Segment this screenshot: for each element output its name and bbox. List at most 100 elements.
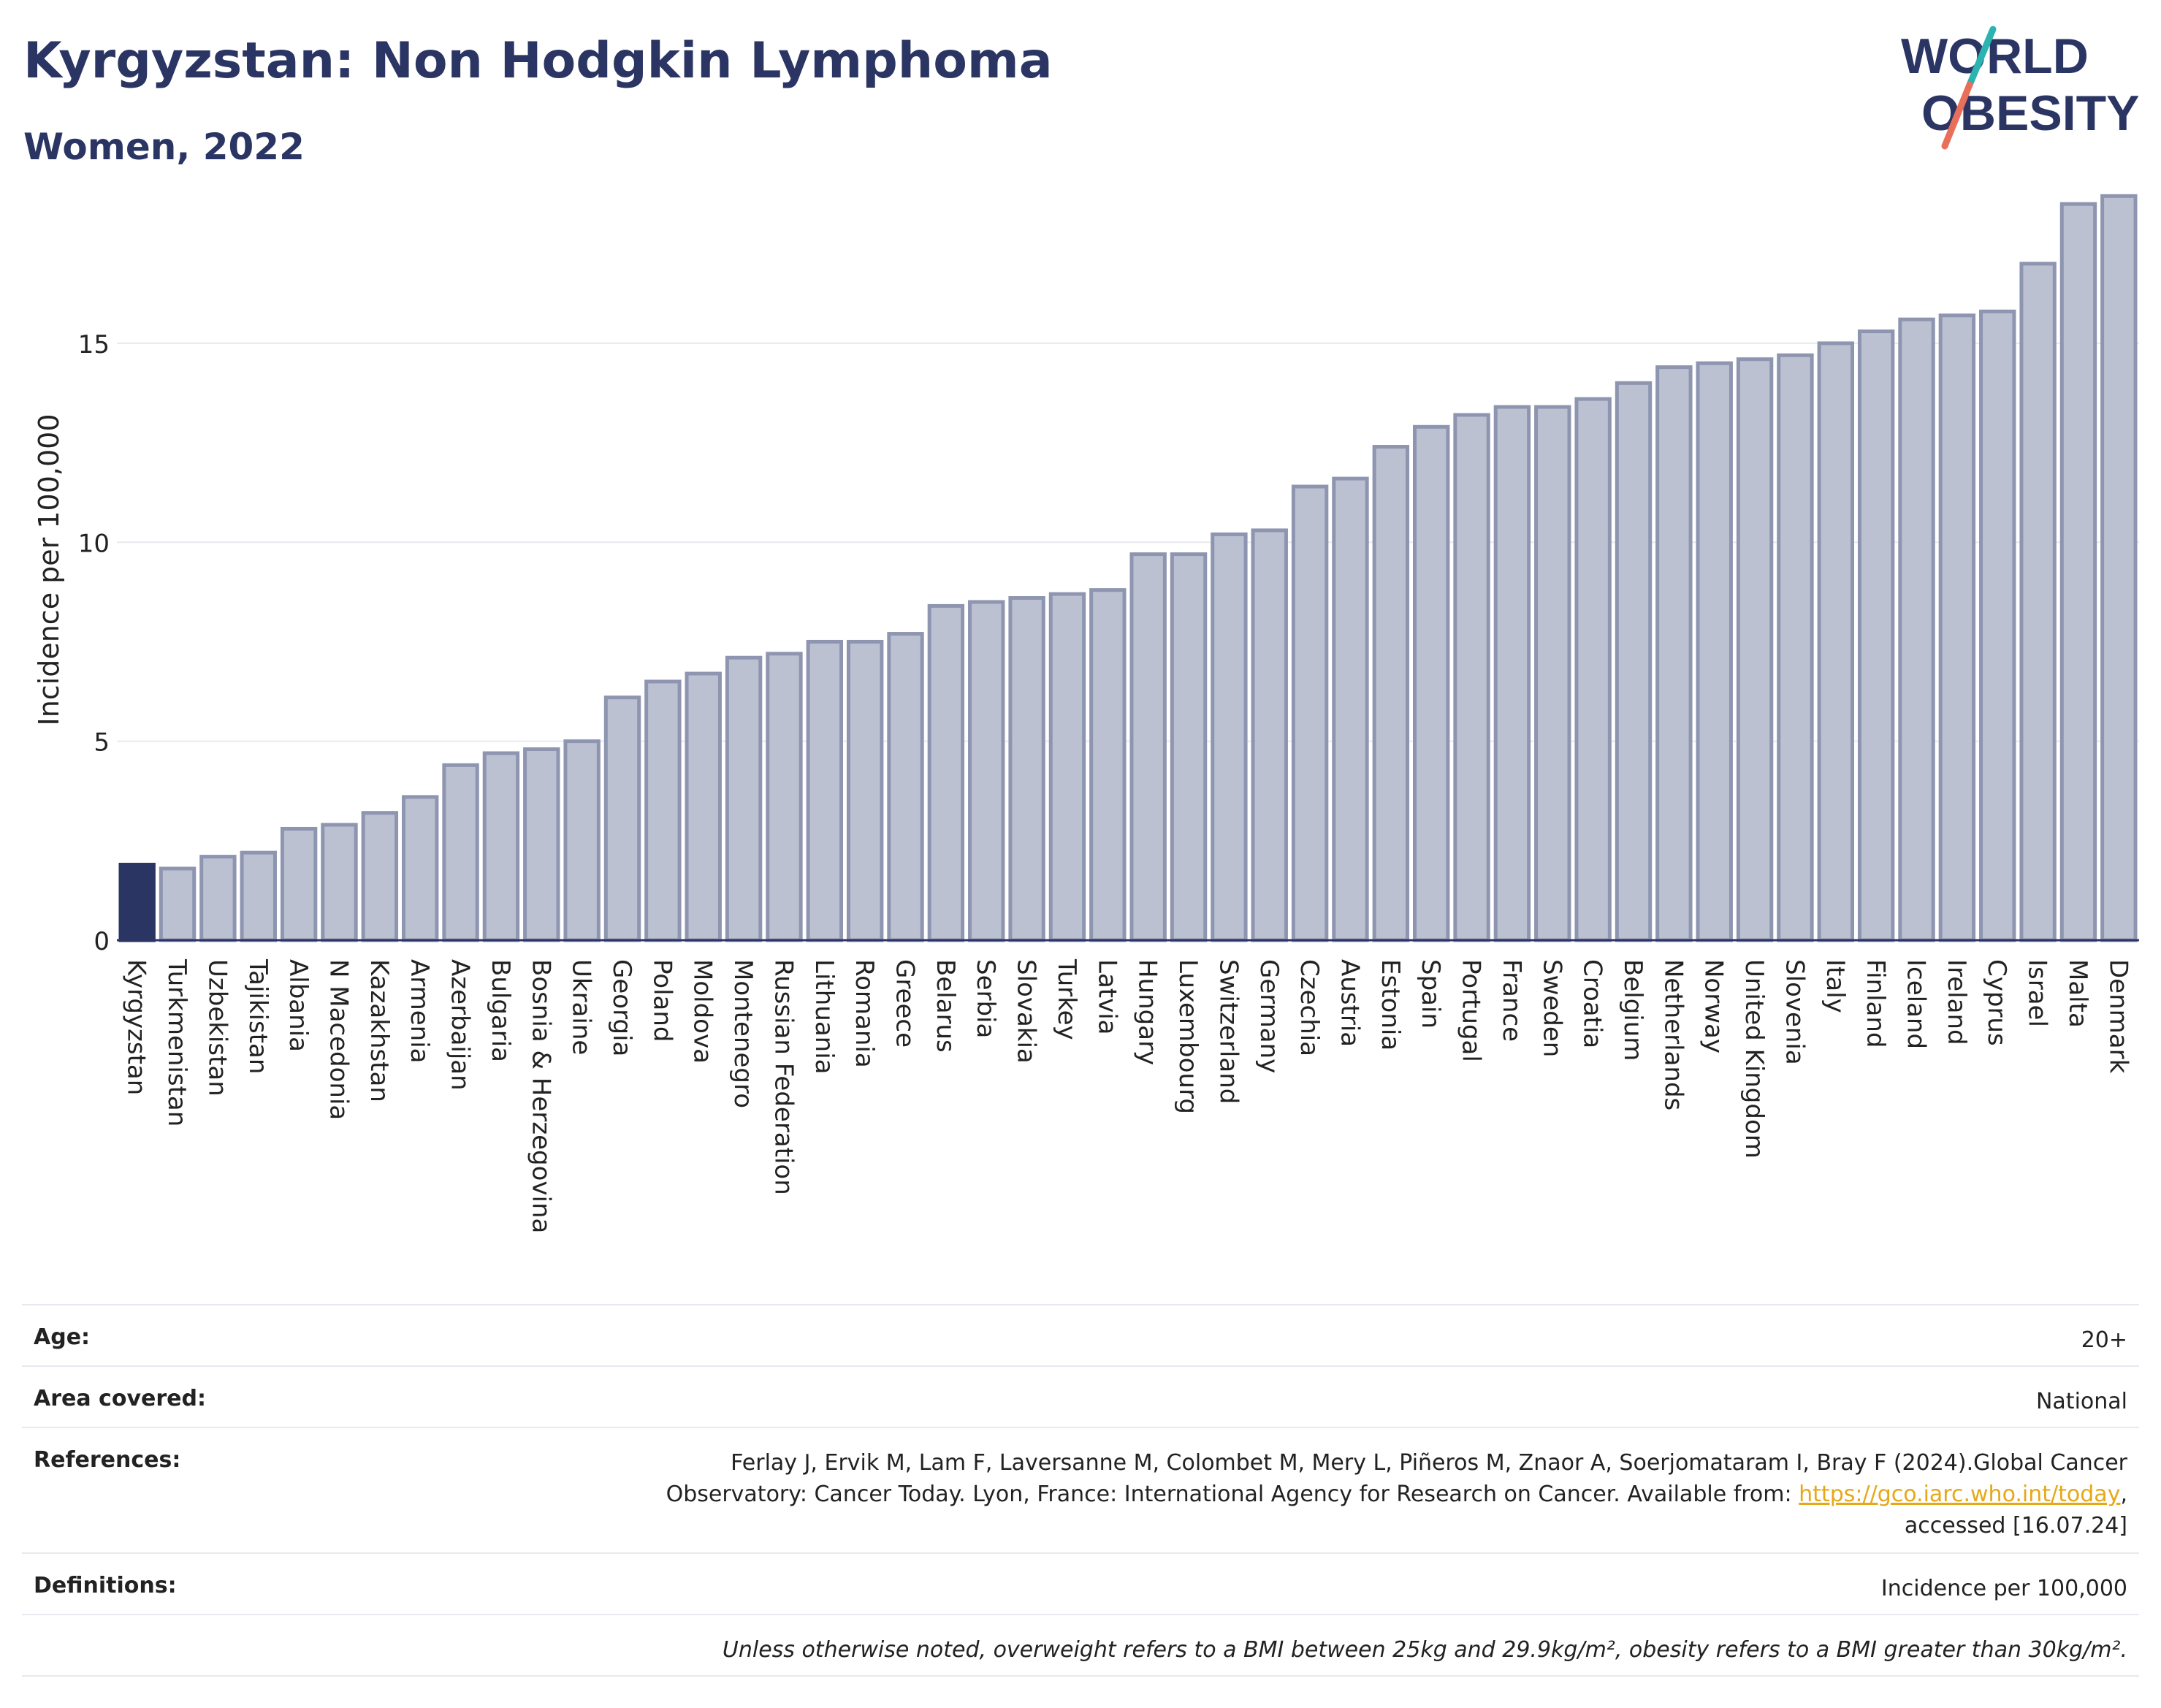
x-tick-label: Tajikistan	[243, 958, 272, 1074]
y-tick-label: 5	[94, 728, 110, 758]
info-table: Age: 20+ Area covered: National Referenc…	[22, 1304, 2139, 1677]
age-label: Age:	[34, 1324, 91, 1350]
x-tick-label: Switzerland	[1213, 959, 1243, 1104]
bar-n-macedonia	[321, 823, 358, 942]
x-tick-label: Slovakia	[1012, 959, 1041, 1064]
info-row-note: Unless otherwise noted, overweight refer…	[22, 1614, 2139, 1677]
x-tick-label: Portugal	[1457, 959, 1486, 1062]
x-tick-label: Estonia	[1376, 959, 1405, 1051]
x-tick-label: Russian Federation	[769, 959, 798, 1195]
bar-belarus	[927, 603, 965, 942]
bar-italy	[1817, 341, 1854, 942]
x-tick-label: Czechia	[1295, 959, 1324, 1056]
area-label: Area covered:	[34, 1386, 206, 1411]
x-tick-label: Latvia	[1092, 959, 1121, 1035]
definitions-label: Definitions:	[34, 1573, 177, 1598]
bar-moldova	[685, 671, 722, 942]
logo-slash-top	[1966, 26, 1997, 88]
x-tick-label: Serbia	[971, 959, 1000, 1038]
x-tick-label: Belarus	[931, 959, 960, 1053]
x-tick-label: Bulgaria	[486, 959, 515, 1062]
x-tick-label: Lithuania	[809, 959, 839, 1074]
x-tick-label: Spain	[1416, 959, 1445, 1029]
x-tick-label: Montenegro	[728, 959, 758, 1108]
bar-lithuania	[806, 639, 843, 942]
bar-finland	[1857, 329, 1895, 942]
y-tick-label: 15	[78, 330, 110, 359]
info-row-references: References: Ferlay J, Ervik M, Lam F, La…	[22, 1427, 2139, 1552]
bar-ukraine	[563, 739, 601, 942]
bar-slovakia	[1008, 596, 1045, 942]
references-label: References:	[34, 1447, 181, 1473]
bar-turkey	[1048, 592, 1086, 942]
x-tick-label: Italy	[1821, 959, 1850, 1013]
y-tick-label: 10	[78, 529, 110, 558]
bar-portugal	[1453, 413, 1490, 942]
x-tick-label: Turkmenistan	[162, 958, 191, 1126]
bar-russian-federation	[766, 652, 803, 942]
x-tick-label: Kyrgyzstan	[122, 959, 151, 1095]
logo-word-world: WORLD	[1901, 28, 2089, 84]
x-tick-label: Hungary	[1133, 959, 1162, 1065]
x-tick-label: Greece	[891, 959, 920, 1048]
x-tick-label: Finland	[1861, 959, 1890, 1048]
bar-denmark	[2100, 194, 2138, 942]
bar-tajikistan	[240, 850, 277, 942]
x-tick-label: Netherlands	[1658, 959, 1688, 1110]
bar-romania	[846, 639, 884, 942]
bar-israel	[2019, 262, 2057, 942]
x-tick-label: Croatia	[1578, 959, 1607, 1048]
bar-netherlands	[1655, 365, 1693, 942]
info-row-area: Area covered: National	[22, 1365, 2139, 1427]
x-tick-label: Norway	[1699, 959, 1729, 1053]
x-tick-label: Malta	[2063, 959, 2092, 1028]
x-tick-label: Albania	[283, 959, 313, 1052]
bar-albania	[280, 826, 318, 942]
definitions-value: Incidence per 100,000	[1880, 1576, 2127, 1601]
x-tick-label: Israel	[2023, 959, 2052, 1027]
bar-estonia	[1372, 445, 1410, 942]
bar-slovenia	[1777, 353, 1814, 942]
info-row-age: Age: 20+	[22, 1304, 2139, 1365]
bar-ireland	[1938, 313, 1976, 942]
bar-kazakhstan	[361, 811, 399, 942]
page-subtitle: Women, 2022	[23, 126, 305, 168]
x-tick-label: United Kingdom	[1739, 959, 1769, 1159]
x-tick-label: Slovenia	[1780, 959, 1809, 1065]
references-link[interactable]: https://gco.iarc.who.int/today	[1799, 1482, 2121, 1507]
x-tick-label: Azerbaijan	[446, 959, 475, 1091]
x-tick-label: Austria	[1335, 959, 1364, 1047]
bar-czechia	[1291, 484, 1329, 942]
page-title: Kyrgyzstan: Non Hodgkin Lymphoma	[23, 32, 1053, 90]
bar-malta	[2059, 202, 2097, 942]
axis-layer: 0 5 10 15 Kyrgyzstan Turkmenistan Uzbekistan Ta…	[78, 330, 2139, 1233]
bar-luxembourg	[1170, 552, 1208, 942]
bar-belgium	[1615, 381, 1653, 942]
bar-montenegro	[725, 655, 763, 942]
bar-greece	[887, 632, 924, 942]
x-tick-label: France	[1497, 959, 1526, 1042]
bar-france	[1493, 405, 1531, 942]
bar-turkmenistan	[159, 866, 197, 942]
bar-norway	[1696, 361, 1733, 942]
x-tick-label: Moldova	[688, 959, 717, 1064]
y-axis-label: Incidence per 100,000	[33, 413, 65, 725]
references-value: Ferlay J, Ervik M, Lam F, Laversanne M, …	[630, 1447, 2127, 1552]
references-suffix: , accessed [16.07.24]	[1904, 1482, 2127, 1539]
x-tick-label: Ireland	[1942, 959, 1971, 1045]
bar-spain	[1413, 424, 1450, 942]
logo-slash-bottom	[1941, 81, 1973, 150]
bar-bosnia-herzegovina	[523, 747, 560, 942]
bar-layer	[118, 194, 2138, 942]
bar-cyprus	[1979, 309, 2016, 942]
bar-azerbaijan	[442, 763, 479, 942]
bar-hungary	[1129, 552, 1167, 942]
x-tick-label: Poland	[647, 959, 676, 1042]
age-value: 20+	[2081, 1327, 2127, 1353]
obesity-definition-note: Unless otherwise noted, overweight refer…	[722, 1637, 2127, 1663]
bar-united-kingdom	[1736, 357, 1774, 942]
x-tick-label: Germany	[1254, 959, 1284, 1073]
x-tick-label: Denmark	[2103, 959, 2133, 1074]
area-value: National	[2035, 1389, 2127, 1414]
bar-serbia	[968, 600, 1005, 942]
